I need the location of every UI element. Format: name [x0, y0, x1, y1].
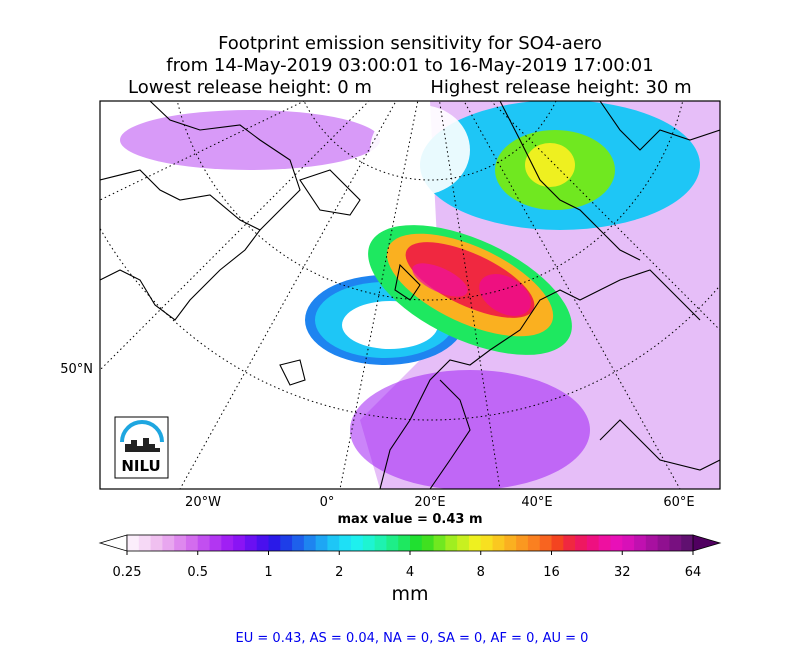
colorbar-swatch	[480, 535, 493, 551]
lon-label: 20°E	[414, 495, 445, 510]
lat-label: 50°N	[60, 362, 93, 377]
colorbar-swatch	[327, 535, 340, 551]
colorbar-swatch	[303, 535, 317, 551]
colorbar-swatch	[645, 535, 659, 551]
colorbar-swatch	[492, 535, 505, 551]
lon-label: 0°	[320, 495, 335, 510]
colorbar-tick-label: 16	[543, 565, 560, 580]
period: from 14-May-2019 03:00:01 to 16-May-2019…	[166, 55, 653, 76]
colorbar-swatch	[516, 535, 529, 551]
colorbar-swatch	[339, 535, 352, 551]
colorbar-swatch	[598, 535, 611, 551]
colorbar-swatch	[445, 535, 458, 551]
colorbar-swatch	[468, 535, 482, 551]
colorbar-swatch	[268, 535, 281, 551]
colorbar-swatch	[527, 535, 541, 551]
lon-label: 20°W	[185, 495, 221, 510]
footer: EU = 0.43, AS = 0.04, NA = 0, SA = 0, AF…	[236, 631, 589, 646]
lon-label: 40°E	[521, 495, 552, 510]
colorbar-tick-label: 64	[685, 565, 702, 580]
colorbar-over	[692, 534, 722, 552]
colorbar-swatch	[622, 535, 635, 551]
lowest-height: Lowest release height: 0 m	[128, 77, 372, 98]
colorbar-swatch	[162, 535, 175, 551]
colorbar-swatch	[292, 535, 305, 551]
colorbar-tick-label: 8	[477, 565, 485, 580]
colorbar-swatch	[386, 535, 399, 551]
colorbar-swatch	[634, 535, 647, 551]
colorbar-swatch	[669, 535, 682, 551]
colorbar-swatch	[150, 535, 163, 551]
colorbar-swatch	[657, 535, 670, 551]
logo-text: NILU	[121, 457, 160, 475]
colorbar-swatch	[315, 535, 328, 551]
colorbar-swatch	[575, 535, 588, 551]
colorbar-tick-label: 0.5	[187, 565, 208, 580]
highest-height: Highest release height: 30 m	[430, 77, 691, 98]
lon-label: 60°E	[663, 495, 694, 510]
colorbar-label: mm	[391, 583, 428, 605]
colorbar-swatch	[244, 535, 258, 551]
colorbar-swatch	[563, 535, 576, 551]
colorbar-tick-label: 4	[406, 565, 414, 580]
logo: NILU	[114, 416, 169, 479]
colorbar-tick-label: 1	[264, 565, 272, 580]
colorbar-swatch	[504, 535, 517, 551]
colorbar-swatch	[127, 535, 140, 551]
colorbar-tick-label: 2	[335, 565, 343, 580]
colorbar-swatch	[209, 535, 222, 551]
colorbar-swatch	[280, 535, 293, 551]
title: Footprint emission sensitivity for SO4-a…	[218, 33, 602, 54]
colorbar-swatch	[221, 535, 234, 551]
colorbar-swatch	[457, 535, 470, 551]
colorbar-swatch	[539, 535, 552, 551]
colorbar-under	[98, 534, 128, 552]
colorbar: 0.25 0.5 1 2 4 8 16 32 64	[98, 534, 722, 580]
colorbar-tick-label: 32	[614, 565, 631, 580]
map	[100, 101, 720, 489]
max-value: max value = 0.43 m	[337, 512, 482, 527]
colorbar-swatch	[398, 535, 411, 551]
colorbar-swatch	[586, 535, 600, 551]
colorbar-swatch	[433, 535, 446, 551]
colorbar-swatch	[362, 535, 376, 551]
colorbar-swatch	[138, 535, 151, 551]
colorbar-swatch	[197, 535, 210, 551]
colorbar-swatch	[351, 535, 364, 551]
colorbar-swatch	[421, 535, 434, 551]
colorbar-swatch	[681, 535, 694, 551]
colorbar-swatch	[185, 535, 199, 551]
colorbar-swatch	[610, 535, 623, 551]
colorbar-tick-label: 0.25	[113, 565, 142, 580]
colorbar-swatch	[551, 535, 564, 551]
colorbar-swatch	[374, 535, 387, 551]
colorbar-swatch	[174, 535, 187, 551]
colorbar-swatch	[256, 535, 269, 551]
colorbar-swatch	[233, 535, 246, 551]
colorbar-swatch	[410, 535, 423, 551]
